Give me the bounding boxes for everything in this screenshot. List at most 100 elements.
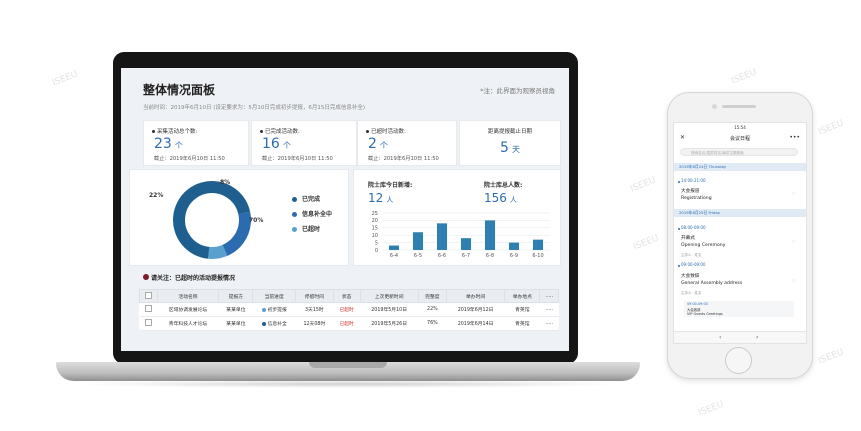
th-more[interactable]: ..... <box>539 289 559 303</box>
bar-card: 院士库今日新增: 12 人 院士库总人数: 156 人 0 5 10 15 20 25 6-4 6… <box>353 169 561 266</box>
cell-date: 2019年6月12日 <box>446 302 505 317</box>
timeline-dot-icon <box>678 181 680 183</box>
sub-event-card[interactable]: 09:00-09:00 大会致辞 VIP Guests Greetings <box>684 301 794 317</box>
phone-title: 会议日程 <box>729 136 750 142</box>
th-updated[interactable]: 上次更新时间 <box>359 289 419 303</box>
favorite-icon[interactable]: ☆ <box>791 239 796 245</box>
watermark: ISEEU <box>730 67 759 87</box>
card-total-activities: 采集活动总个数: 23 个 截止：2019年6月10日 11:50 <box>143 120 249 166</box>
sub-event-title-cn: 大会致辞 <box>687 308 701 312</box>
favorite-icon[interactable]: ☆ <box>791 191 796 197</box>
donut-card: 22% 8% 70% 已完成 信息补全中 已超时 <box>129 169 349 266</box>
event-title-en[interactable]: General Assembly address <box>681 281 743 286</box>
legend-swatch <box>292 212 297 217</box>
back-icon[interactable]: ‹ <box>719 334 722 341</box>
y-tick-label: 15 <box>372 226 378 232</box>
table-row[interactable]: 青年科技人才论坛 某某单位 信息补全 12天08时 已超时 2019年5月26日… <box>139 316 559 331</box>
page-title: 整体情况面板 <box>143 83 216 97</box>
status-time: 15:54 <box>734 125 746 130</box>
dashboard-screen: 整体情况面板 *注：此界面为观察员视角 当前时间：2019年6月10日 (设定要… <box>121 68 569 351</box>
legend-overdue: 已超时 <box>292 224 320 233</box>
day-header-2: 2019年8月25日 Friday <box>674 209 806 217</box>
bar-6-7 <box>460 238 472 250</box>
x-tick-label: 6-10 <box>532 253 543 259</box>
th-date[interactable]: 举办时间 <box>446 289 506 303</box>
cell-stay: 12天08时 <box>295 316 334 331</box>
x-tick-label: 6-9 <box>510 253 518 259</box>
th-place[interactable]: 举办地点 <box>504 289 541 303</box>
total-label: 院士库总人数: <box>484 182 523 189</box>
legend-completed: 已完成 <box>292 194 320 203</box>
donut-segment-2 <box>173 181 251 259</box>
phone-speaker <box>722 105 756 108</box>
cell-name: 区域协调发展论坛 <box>157 302 219 317</box>
phone-screen: 15:54 ✕ 会议日程 ••• 搜索会议/嘉宾姓名/演讲主题搜索 2019年8… <box>673 122 807 344</box>
bar-6-4 <box>388 245 400 250</box>
more-icon[interactable]: ••• <box>789 134 800 141</box>
th-stay[interactable]: 停留时间 <box>295 289 334 303</box>
header-checkbox[interactable] <box>139 289 158 303</box>
event-time: 14:00-21:00 <box>681 178 706 183</box>
cell-complete: 76% <box>418 316 447 331</box>
card-footnote: 截止：2019年6月10日 11:50 <box>368 156 439 162</box>
cell-more[interactable]: ..... <box>539 316 559 331</box>
x-tick-label: 6-4 <box>390 253 398 259</box>
th-party[interactable]: 提报方 <box>218 289 254 303</box>
event-title-cn[interactable]: 大会报道 <box>681 189 700 194</box>
cell-place: 青英馆 <box>504 316 540 331</box>
event-title-cn[interactable]: 大会致辞 <box>681 274 700 279</box>
donut-hole <box>187 195 237 245</box>
watermark: ISEEU <box>51 69 80 89</box>
favorite-icon[interactable]: ☆ <box>791 278 796 284</box>
table-header-row: 活动名称 提报方 当前进度 停留时间 状态 上次更新时间 完整度 举办时间 举办… <box>139 289 559 303</box>
row-checkbox[interactable] <box>139 302 158 317</box>
row-checkbox[interactable] <box>139 316 158 331</box>
bar-6-9 <box>508 242 520 250</box>
event-title-en[interactable]: Registrationg <box>681 196 712 201</box>
new-today-label: 院士库今日新增: <box>368 182 413 189</box>
x-tick-label: 6-6 <box>438 253 446 259</box>
bar-6-10 <box>532 239 544 250</box>
phone-home-button[interactable] <box>725 347 752 374</box>
cell-party: 某某单位 <box>218 316 253 331</box>
phone-camera <box>712 104 717 109</box>
cell-place: 青英馆 <box>504 302 540 317</box>
timeline-dot-icon <box>678 228 680 230</box>
cell-updated: 2019年5月10日 <box>360 302 419 317</box>
event-host: 主持人：姓名 <box>681 253 702 257</box>
watermark: ISEEU <box>817 118 846 138</box>
sub-event-title-en: VIP Guests Greetings <box>687 312 723 316</box>
table-row[interactable]: 区域协调发展论坛 某某单位 初步提报 3天15时 已超时 2019年5月10日 … <box>139 302 559 317</box>
y-tick-label: 0 <box>375 248 378 254</box>
event-title-cn[interactable]: 开幕式 <box>681 236 695 241</box>
th-name[interactable]: 活动名称 <box>156 289 220 303</box>
cell-name: 青年科技人才论坛 <box>157 316 219 331</box>
legend-swatch <box>292 227 297 232</box>
cell-progress: 初步提报 <box>252 302 296 317</box>
cell-status: 已超时 <box>333 316 361 331</box>
forward-icon[interactable]: › <box>756 334 759 341</box>
card-footnote: 截止：2019年6月10日 11:50 <box>154 156 225 162</box>
card-label: 已超时活动数: <box>366 127 406 135</box>
th-status[interactable]: 状态 <box>332 289 361 303</box>
total-value: 156 人 <box>484 191 517 205</box>
search-input[interactable]: 搜索会议/嘉宾姓名/演讲主题搜索 <box>680 148 798 156</box>
close-icon[interactable]: ✕ <box>680 134 686 141</box>
donut-segment-1 <box>173 181 251 259</box>
watermark: ISEEU <box>817 347 846 367</box>
sub-event-time: 09:00-09:00 <box>687 302 708 306</box>
new-today-value: 12 人 <box>368 191 394 205</box>
th-complete[interactable]: 完整度 <box>417 289 448 303</box>
event-title-en[interactable]: Opening Ceremony <box>681 243 726 248</box>
th-progress[interactable]: 当前进度 <box>252 289 296 303</box>
cell-more[interactable]: ..... <box>539 302 559 317</box>
card-value: 16 个 <box>262 136 291 152</box>
card-completed-activities: 已完成活动数: 16 个 截止：2019年6月10日 11:50 <box>251 120 357 166</box>
observer-note: *注：此界面为观察员视角 <box>480 87 555 95</box>
card-footnote: 截止：2019年6月10日 11:50 <box>262 156 333 162</box>
y-tick-label: 20 <box>372 218 378 224</box>
